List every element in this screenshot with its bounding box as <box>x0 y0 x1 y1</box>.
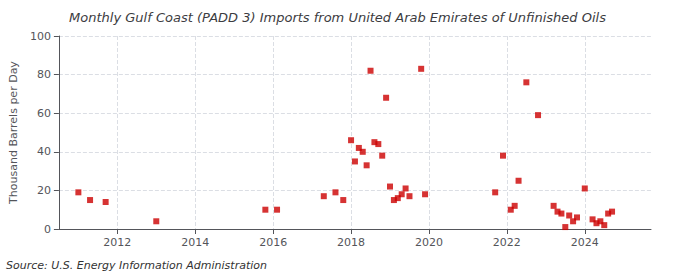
svg-text:2024: 2024 <box>571 236 599 249</box>
svg-text:60: 60 <box>37 107 51 120</box>
svg-text:Monthly Gulf Coast (PADD 3) Im: Monthly Gulf Coast (PADD 3) Imports from… <box>69 10 606 25</box>
svg-text:2022: 2022 <box>493 236 521 249</box>
svg-text:0: 0 <box>44 223 51 236</box>
svg-text:80: 80 <box>37 68 51 81</box>
svg-text:Thousand Barrels per Day: Thousand Barrels per Day <box>7 61 20 205</box>
svg-text:2020: 2020 <box>415 236 443 249</box>
svg-text:2016: 2016 <box>259 236 287 249</box>
svg-text:2012: 2012 <box>103 236 131 249</box>
svg-text:2014: 2014 <box>181 236 209 249</box>
svg-text:40: 40 <box>37 145 51 158</box>
svg-text:20: 20 <box>37 184 51 197</box>
svg-text:Source: U.S. Energy Informatio: Source: U.S. Energy Information Administ… <box>6 259 267 272</box>
svg-text:2018: 2018 <box>337 236 365 249</box>
svg-text:100: 100 <box>30 30 51 43</box>
